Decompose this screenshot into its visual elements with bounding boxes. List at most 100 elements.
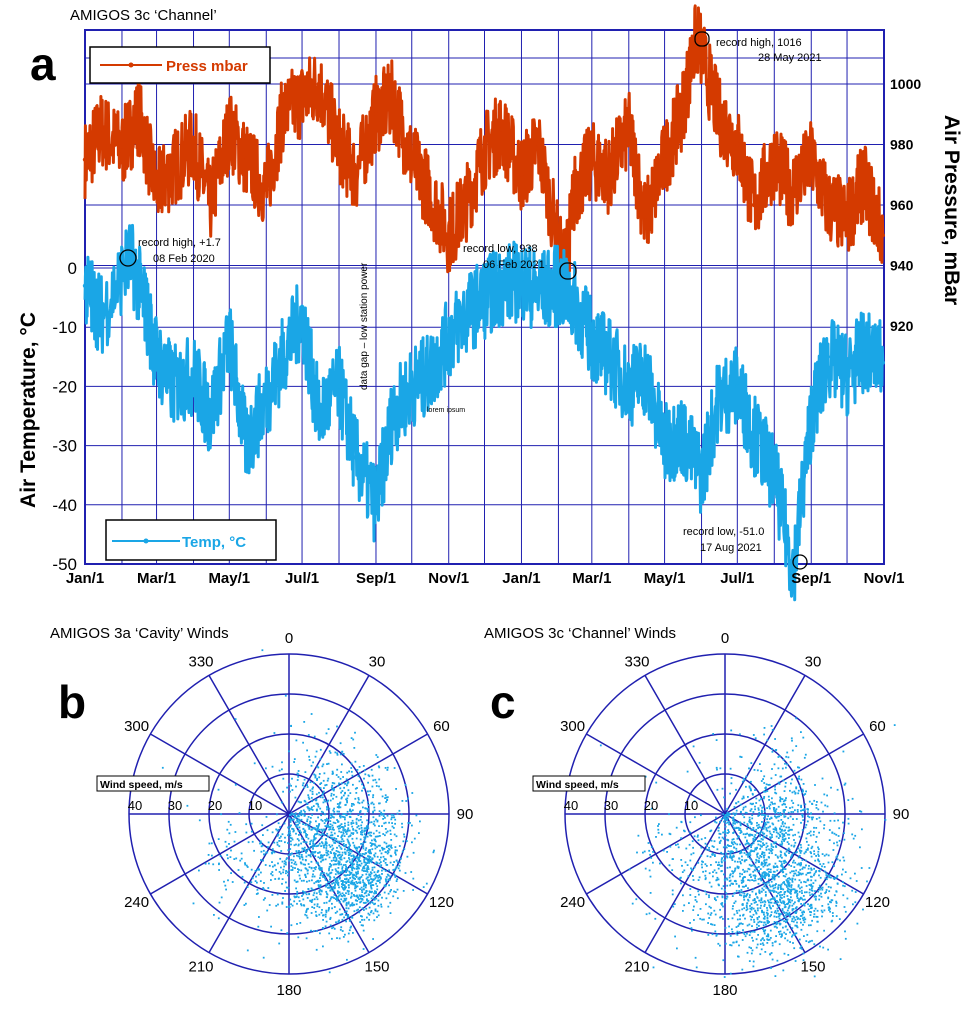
wind-point: [789, 807, 791, 809]
wind-point: [344, 878, 346, 880]
wind-point: [360, 862, 363, 865]
wind-point: [746, 924, 749, 927]
wind-point: [794, 891, 796, 894]
wind-point: [346, 867, 348, 870]
wind-point: [791, 739, 793, 742]
wind-point: [752, 802, 754, 805]
data-point: [243, 443, 249, 448]
wind-point: [329, 886, 331, 889]
wind-point: [739, 891, 742, 893]
wind-point: [734, 860, 736, 863]
wind-point: [725, 877, 728, 880]
wind-point: [297, 855, 300, 858]
wind-point: [746, 832, 748, 835]
wind-point: [245, 823, 248, 826]
wind-point: [746, 902, 748, 905]
wind-point: [802, 952, 805, 955]
wind-point: [400, 857, 402, 860]
wind-point: [351, 859, 354, 862]
wind-point: [244, 863, 247, 866]
wind-point: [776, 874, 778, 877]
wind-point: [379, 788, 382, 791]
wind-point: [735, 809, 738, 812]
wind-point: [344, 848, 346, 851]
wind-point: [742, 880, 745, 882]
wind-point: [386, 852, 389, 855]
wind-point: [698, 761, 701, 764]
wind-point: [682, 894, 684, 897]
wind-point: [349, 812, 352, 815]
wind-point: [334, 868, 337, 871]
wind-point: [331, 837, 334, 840]
wind-point: [786, 918, 789, 921]
wind-point: [758, 826, 761, 828]
series-line: [83, 4, 885, 308]
wind-point: [320, 845, 322, 847]
wind-point: [279, 826, 281, 828]
wind-point: [415, 814, 418, 817]
wind-point: [736, 930, 739, 933]
wind-point: [250, 868, 253, 871]
wind-point: [389, 878, 391, 881]
wind-point: [732, 851, 734, 853]
radial-tick-label: 20: [208, 798, 222, 813]
wind-point: [311, 879, 313, 882]
wind-point: [810, 884, 812, 887]
wind-point: [312, 761, 314, 764]
wind-point: [788, 882, 791, 884]
wind-point: [317, 884, 320, 886]
wind-point: [409, 822, 411, 824]
wind-point: [773, 763, 776, 766]
wind-point: [319, 787, 322, 789]
wind-point: [371, 884, 374, 886]
wind-point: [753, 769, 756, 771]
wind-point: [860, 810, 863, 813]
wind-point: [340, 855, 343, 858]
wind-point: [788, 837, 790, 839]
data-point: [426, 372, 431, 377]
wind-point: [333, 837, 336, 839]
wind-point: [289, 854, 292, 856]
wind-point: [389, 833, 392, 835]
wind-point: [779, 828, 782, 831]
wind-point: [700, 838, 703, 841]
wind-point: [644, 775, 647, 778]
wind-point: [812, 882, 815, 884]
wind-point: [777, 905, 780, 907]
wind-point: [795, 717, 798, 720]
wind-point: [345, 798, 347, 801]
wind-point: [329, 878, 331, 881]
wind-point: [704, 874, 707, 877]
wind-point: [383, 891, 386, 894]
wind-point: [327, 777, 330, 780]
wind-point: [772, 803, 774, 805]
wind-point: [386, 864, 389, 866]
wind-point: [299, 877, 301, 880]
wind-point: [366, 819, 368, 822]
wind-point: [744, 833, 747, 836]
wind-point: [335, 858, 338, 861]
wind-point: [730, 777, 733, 779]
wind-point: [736, 918, 739, 921]
wind-point: [743, 896, 745, 899]
wind-point: [341, 834, 344, 837]
wind-point: [296, 819, 298, 821]
wind-point: [350, 892, 353, 894]
wind-point: [307, 907, 309, 910]
wind-point: [741, 908, 744, 911]
wind-point: [363, 769, 366, 772]
wind-point: [306, 749, 308, 752]
wind-point: [290, 924, 293, 927]
wind-point: [795, 912, 797, 914]
wind-point: [800, 928, 803, 931]
wind-point: [767, 933, 769, 936]
wind-point: [357, 775, 360, 778]
wind-point: [816, 930, 819, 933]
wind-point: [763, 905, 766, 907]
wind-point: [723, 879, 726, 882]
wind-point: [786, 939, 789, 942]
wind-point: [379, 893, 381, 896]
wind-point: [351, 879, 354, 882]
wind-point: [370, 852, 372, 855]
